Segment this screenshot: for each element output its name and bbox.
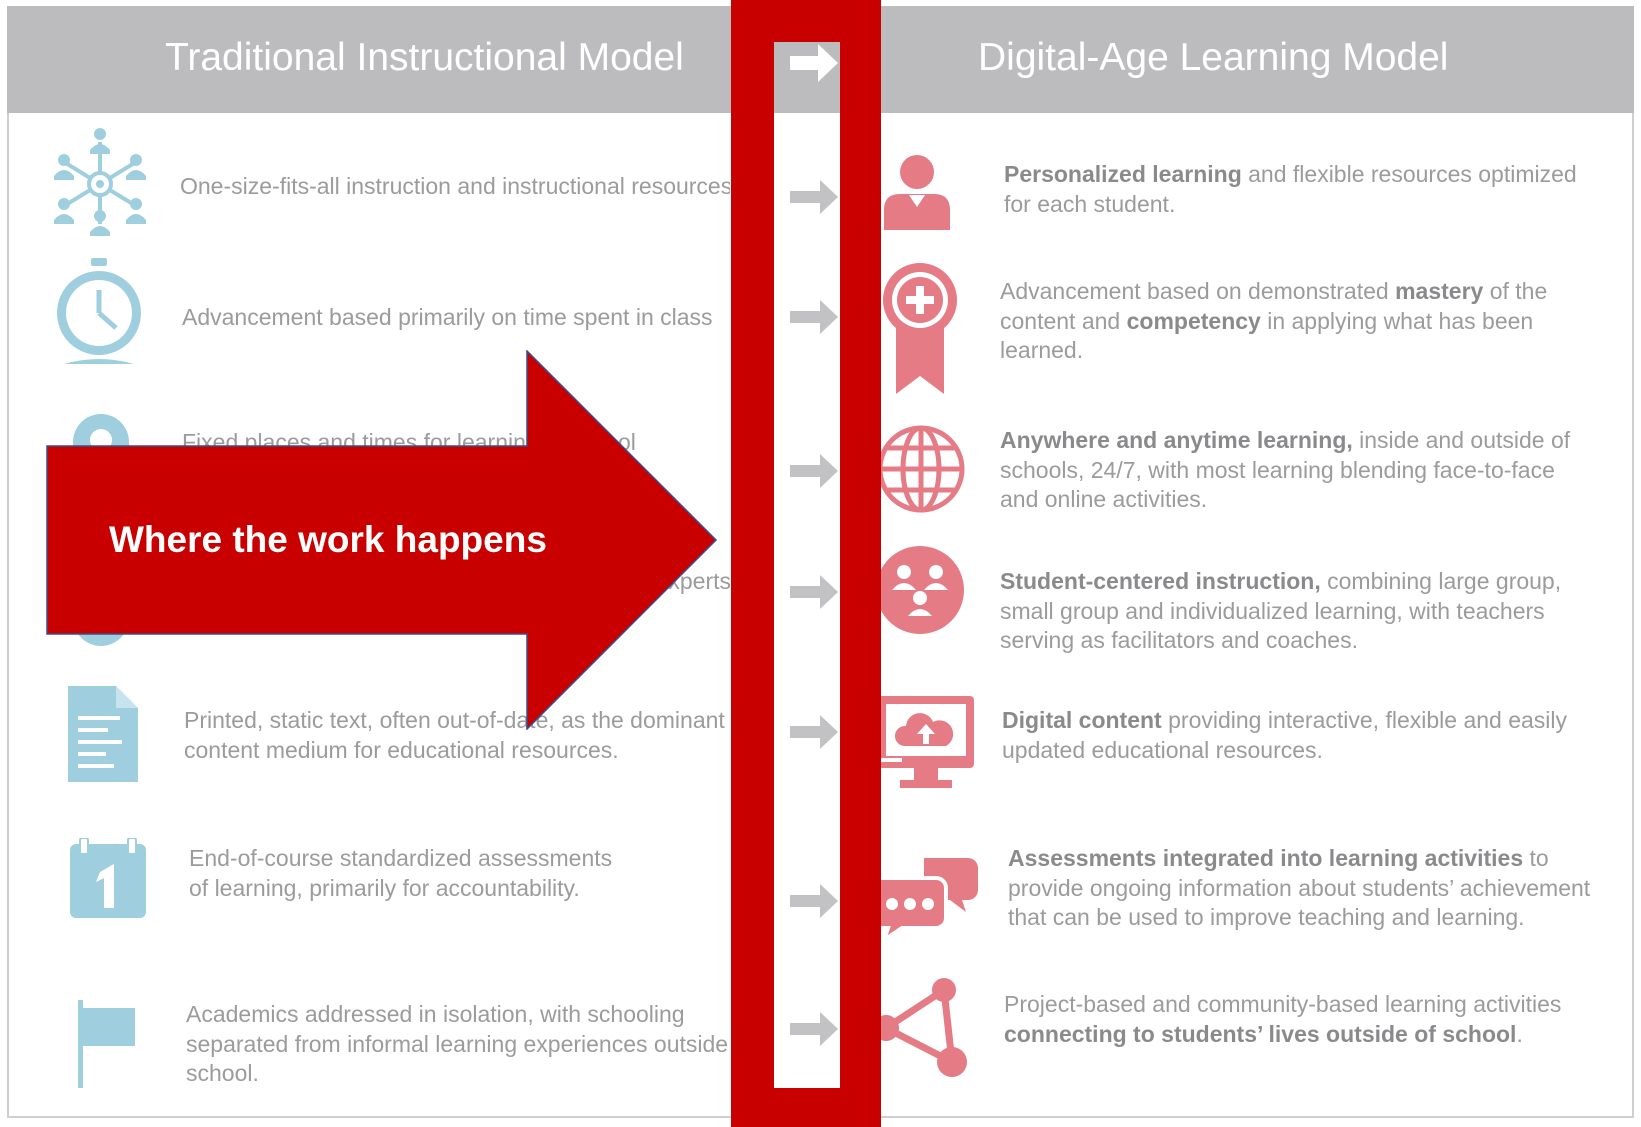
- flag-icon: [78, 1000, 138, 1088]
- emphasis-text: competency: [1126, 307, 1261, 334]
- digital-line: and online activities.: [1000, 486, 1208, 512]
- digital-item-text: Anywhere and anytime learning, inside an…: [1000, 426, 1630, 515]
- arrow-right-icon: [790, 575, 838, 614]
- arrow-right-icon: [790, 180, 838, 219]
- digital-line: Advancement based on demonstrated master…: [1000, 278, 1548, 304]
- digital-item-text: Assessments integrated into learning act…: [1008, 844, 1638, 933]
- traditional-item-text: Academics addressed in isolation, with s…: [186, 1001, 729, 1086]
- digital-line: Student-centered instruction, combining …: [1000, 568, 1562, 594]
- digital-line: content and competency in applying what …: [1000, 307, 1534, 334]
- ribbon-award-icon: [882, 262, 958, 394]
- digital-item-text: Student-centered instruction, combining …: [1000, 567, 1630, 656]
- person-icon: [884, 154, 950, 230]
- digital-item-text: Project-based and community-based learni…: [1004, 990, 1634, 1049]
- digital-line: updated educational resources.: [1002, 736, 1323, 763]
- arrow-right-icon: [790, 454, 838, 493]
- callout-label: Where the work happens: [109, 519, 547, 560]
- digital-line: Assessments integrated into learning act…: [1008, 845, 1549, 871]
- digital-item-text: Personalized learning and flexible resou…: [1004, 160, 1634, 219]
- digital-line: Digital content providing interactive, f…: [1002, 707, 1568, 733]
- emphasis-text: connecting to students’ lives outside of…: [1004, 1020, 1517, 1047]
- document-icon: [68, 686, 138, 782]
- digital-line: Personalized learning and flexible resou…: [1004, 161, 1577, 187]
- digital-line: Anywhere and anytime learning, inside an…: [1000, 427, 1571, 453]
- digital-item-text: Digital content providing interactive, f…: [1002, 706, 1632, 765]
- digital-line: that can be used to improve teaching and…: [1008, 904, 1525, 930]
- digital-model-title: Digital-Age Learning Model: [978, 36, 1449, 79]
- traditional-item-text: Printed, static text, often out-of-date,…: [184, 707, 725, 763]
- transition-arrow-column: [774, 42, 840, 1088]
- digital-line: provide ongoing information about studen…: [1008, 874, 1591, 901]
- digital-line: schools, 24/7, with most learning blendi…: [1000, 456, 1555, 483]
- digital-line: for each student.: [1004, 190, 1176, 217]
- calendar-icon: [70, 838, 146, 918]
- arrow-right-icon: [790, 715, 838, 754]
- arrow-right-icon: [790, 300, 838, 339]
- globe-icon: [876, 424, 966, 514]
- digital-line: learned.: [1000, 337, 1084, 363]
- traditional-model-title: Traditional Instructional Model: [165, 36, 684, 79]
- digital-item-text: Advancement based on demonstrated master…: [1000, 277, 1630, 366]
- emphasis-text: Digital content: [1002, 707, 1162, 733]
- emphasis-text: Personalized learning: [1004, 161, 1242, 187]
- digital-line: Project-based and community-based learni…: [1004, 991, 1562, 1017]
- network-triangle-icon: [872, 974, 972, 1078]
- header-arrow-icon: [790, 44, 838, 87]
- group-network-icon: [50, 128, 150, 236]
- arrow-right-icon: [790, 1012, 838, 1051]
- traditional-item-text: End-of-course standardized assessments o…: [189, 845, 613, 901]
- digital-line: connecting to students’ lives outside of…: [1004, 1020, 1523, 1047]
- emphasis-text: Anywhere and anytime learning,: [1000, 427, 1353, 453]
- arrow-right-icon: [790, 884, 838, 923]
- callout-arrow: [46, 349, 718, 735]
- clock-icon: [50, 258, 148, 368]
- emphasis-text: Student-centered instruction,: [1000, 568, 1321, 594]
- header-strip: [774, 42, 840, 113]
- emphasis-text: mastery: [1395, 278, 1484, 304]
- monitor-cloud-icon: [876, 694, 976, 790]
- traditional-item-text: One-size-fits-all instruction and instru…: [180, 173, 730, 199]
- group-circle-icon: [876, 546, 964, 634]
- emphasis-text: Assessments integrated into learning act…: [1008, 845, 1524, 871]
- digital-line: serving as facilitators and coaches.: [1000, 627, 1358, 653]
- chat-bubbles-icon: [872, 854, 978, 940]
- digital-line: small group and individualized learning,…: [1000, 597, 1545, 624]
- traditional-item-text: Advancement based primarily on time spen…: [182, 304, 713, 330]
